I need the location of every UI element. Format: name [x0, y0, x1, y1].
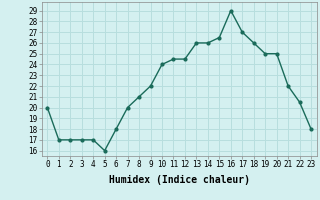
- X-axis label: Humidex (Indice chaleur): Humidex (Indice chaleur): [109, 175, 250, 185]
